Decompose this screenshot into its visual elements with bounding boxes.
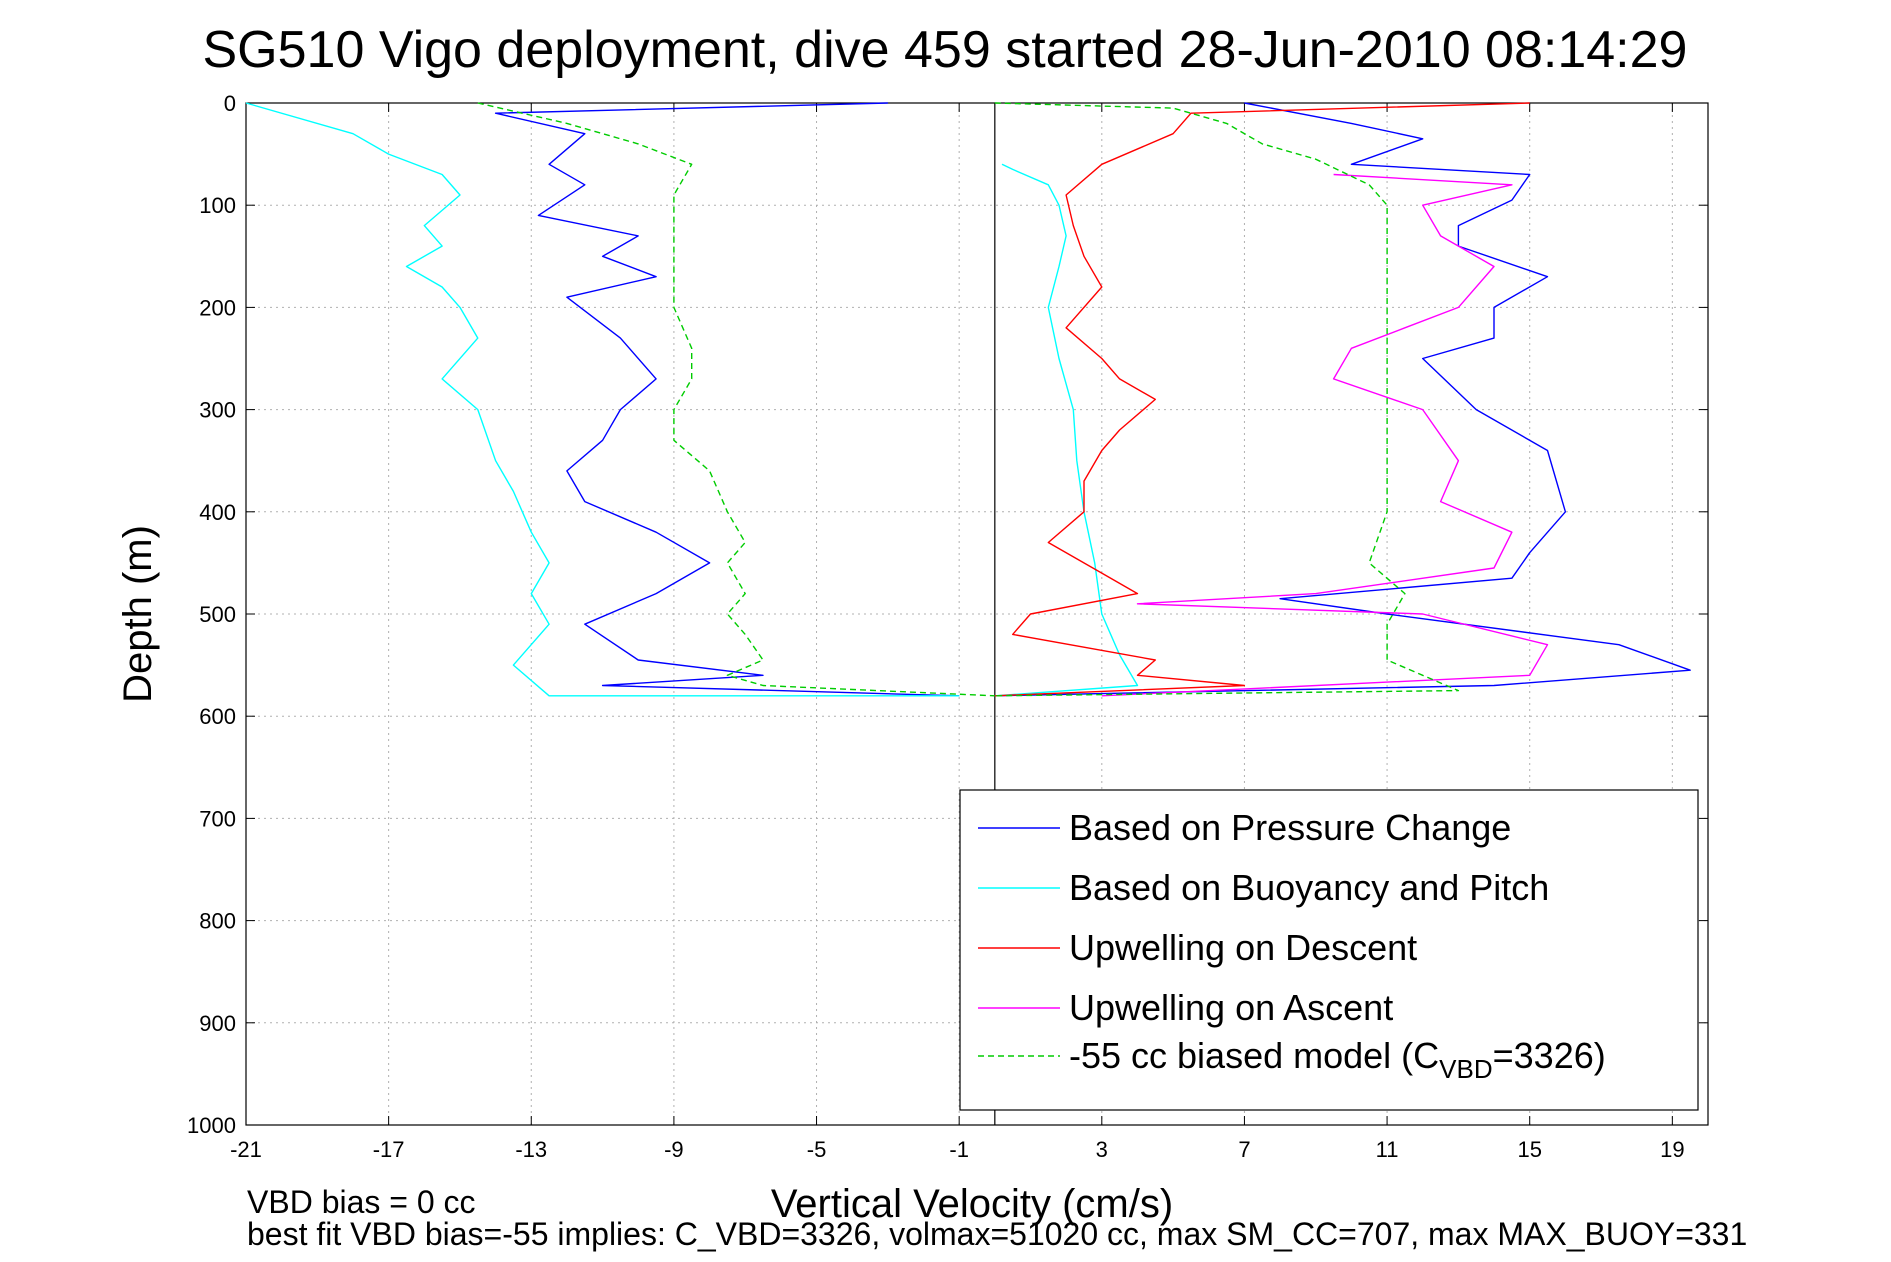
legend-label: Upwelling on Ascent [1069,987,1393,1028]
y-tick-label: 800 [199,909,236,934]
y-tick-label: 300 [199,398,236,423]
series-line-buoyancy_down [245,102,960,697]
x-tick-label: -9 [664,1137,684,1162]
legend-box [959,789,1699,1111]
x-tick-label: 7 [1238,1137,1250,1162]
x-tick-label: -17 [373,1137,405,1162]
footer-line-2: best fit VBD bias=-55 implies: C_VBD=332… [247,1216,1747,1252]
y-tick-label: 1000 [187,1113,236,1138]
y-tick-label: 400 [199,500,236,525]
x-tick-label: 19 [1660,1137,1684,1162]
footer-line-1: VBD bias = 0 cc [247,1184,476,1220]
legend-label: -55 cc biased model (CVBD=3326) [1069,1035,1606,1084]
x-tick-label: -21 [230,1137,262,1162]
series-line-pressure_down [494,102,960,697]
y-axis: 0 100 200 300 400 500 600 700 800 900 1000 [187,91,1708,1138]
legend-label: Based on Pressure Change [1069,807,1511,848]
x-tick-label: 3 [1096,1137,1108,1162]
y-tick-label: 100 [199,193,236,218]
x-tick-label: -13 [515,1137,547,1162]
y-tick-label: 0 [224,91,236,116]
series-line-model_down [477,102,995,697]
x-tick-label: -5 [807,1137,827,1162]
y-tick-label: 600 [199,704,236,729]
y-tick-label: 900 [199,1011,236,1036]
x-tick-label: -1 [949,1137,969,1162]
series-line-pressure_up [994,102,1691,697]
y-tick-label: 200 [199,295,236,320]
chart-title: SG510 Vigo deployment, dive 459 started … [203,21,1688,79]
series-line-upwelling_ascent [1101,173,1549,697]
data-series [245,102,1691,697]
y-tick-label: 700 [199,806,236,831]
y-tick-label: 500 [199,602,236,627]
series-line-buoyancy_up [994,163,1139,697]
x-axis: -21 -17 -13 -9 -5 -1 3 7 11 15 19 [230,103,1685,1162]
x-tick-label: 11 [1376,1137,1399,1162]
x-tick-label: 15 [1517,1137,1541,1162]
legend-label: Based on Buoyancy and Pitch [1069,867,1549,908]
legend: Based on Pressure Change Based on Buoyanc… [959,789,1699,1111]
series-line-upwelling_descent [994,102,1530,697]
series-line-model_up [994,102,1460,697]
x-axis-label: Vertical Velocity (cm/s) [771,1182,1173,1226]
y-axis-label: Depth (m) [116,525,160,703]
legend-label: Upwelling on Descent [1069,927,1417,968]
